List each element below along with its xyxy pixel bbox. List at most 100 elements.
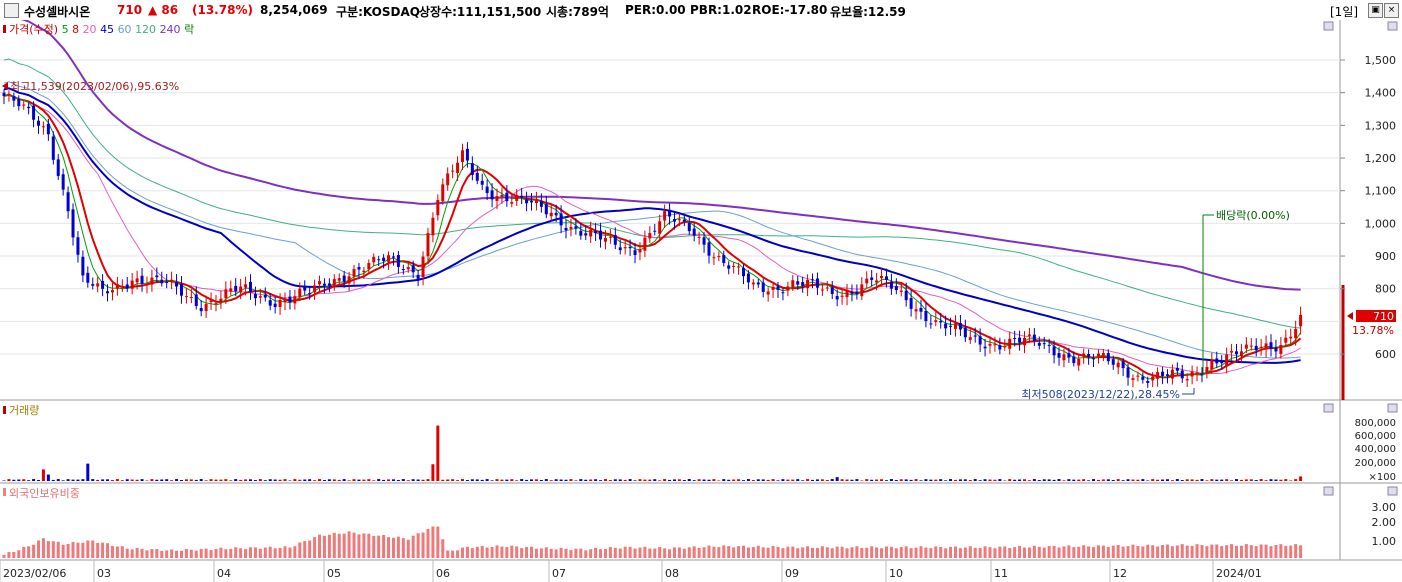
candle-body: [1205, 367, 1209, 373]
panel-maximize-icon[interactable]: [1323, 21, 1334, 31]
volume-bar: [258, 479, 262, 481]
volume-bar: [1003, 480, 1007, 481]
legend-item[interactable]: 45: [100, 23, 118, 36]
volume-bar: [327, 479, 331, 481]
volume-bar: [1032, 479, 1036, 481]
candle-body: [1200, 373, 1204, 375]
volume-bar: [973, 479, 977, 481]
volume-bar: [391, 479, 395, 481]
foreign-ratio-bar: [584, 550, 588, 558]
candle-body: [742, 267, 745, 277]
candle-body: [1096, 353, 1100, 357]
candle-body: [1215, 358, 1219, 364]
candle-body: [584, 233, 588, 236]
foreign-ratio-bar: [298, 542, 302, 558]
period-selector[interactable]: [1일]: [1330, 5, 1359, 19]
foreign-ratio-bar: [1220, 546, 1224, 558]
legend-item[interactable]: 가격(수정): [9, 23, 62, 36]
candle-body: [46, 123, 50, 135]
x-tick-label: 06: [436, 567, 450, 580]
panel-maximize-icon[interactable]: [1323, 403, 1334, 413]
volume-bar: [1165, 479, 1169, 481]
restore-icon[interactable]: ▣: [1368, 3, 1383, 18]
volume-bar: [850, 479, 854, 481]
foreign-ratio-bar: [968, 546, 972, 558]
volume-bar: [1235, 479, 1238, 481]
candle-body: [806, 279, 810, 289]
foreign-ratio-bar: [840, 546, 844, 558]
checkbox-icon[interactable]: [4, 3, 19, 18]
foreign-ratio-bar: [7, 552, 11, 558]
foreign-ratio-bar: [1161, 544, 1165, 558]
foreign-tick-label: 3.00: [1372, 501, 1397, 514]
volume-bar: [968, 480, 972, 481]
axis-menu-icon[interactable]: [1387, 403, 1398, 413]
candle-body: [727, 265, 731, 269]
foreign-ratio-bar: [835, 546, 839, 558]
candle-body: [934, 320, 938, 322]
candle-body: [214, 303, 218, 305]
x-tick-label: 08: [665, 567, 679, 580]
axis-menu-icon[interactable]: [1387, 21, 1398, 31]
foreign-ratio-bar: [214, 548, 218, 558]
foreign-ratio-bar: [1249, 545, 1253, 558]
foreign-ratio-bar: [732, 547, 736, 558]
foreign-ratio-bar: [978, 548, 982, 558]
volume-bar: [988, 479, 992, 481]
foreign-ratio-bar: [559, 547, 563, 558]
volume-bar: [179, 480, 183, 481]
legend-item[interactable]: 20: [83, 23, 101, 36]
candle-body: [421, 256, 425, 278]
legend-item[interactable]: 120: [135, 23, 160, 36]
candle-body: [125, 284, 129, 289]
high-annotation-text: 최고1,539(2023/02/06),95.63%: [10, 80, 179, 93]
candle-body: [983, 346, 987, 349]
stock-name[interactable]: 수성셀바시온: [24, 5, 91, 19]
foreign-ratio-bar: [1200, 545, 1204, 558]
legend-item[interactable]: 5: [62, 23, 73, 36]
volume-bar: [623, 479, 627, 481]
foreign-ratio-bar: [1126, 546, 1130, 558]
volume-bar: [1101, 479, 1105, 481]
panel-maximize-icon[interactable]: [1323, 486, 1334, 496]
legend-item[interactable]: 240: [160, 23, 185, 36]
axis-menu-icon[interactable]: [1387, 486, 1398, 496]
volume-bar: [534, 479, 538, 481]
close-icon[interactable]: ×: [1384, 3, 1399, 18]
foreign-ratio-bar: [569, 550, 573, 558]
volume-bar: [268, 479, 272, 481]
foreign-ratio-bar: [687, 547, 691, 558]
volume-bar: [475, 479, 479, 481]
candle-body: [313, 285, 317, 293]
volume-bar: [125, 479, 129, 481]
foreign-ratio-bar: [1274, 545, 1278, 558]
volume-bar: [919, 480, 923, 481]
foreign-tick-label: 1.00: [1372, 535, 1397, 548]
foreign-ratio-bar: [1131, 544, 1135, 558]
volume-bar: [229, 480, 233, 481]
foreign-ratio-bar: [860, 548, 864, 558]
volume-bar: [1008, 479, 1012, 481]
candle-body: [1190, 371, 1194, 377]
candle-body: [702, 237, 706, 245]
candle-body: [184, 296, 188, 298]
foreign-ratio-bar: [963, 547, 967, 558]
foreign-ratio-bar: [1136, 546, 1140, 558]
volume-bar: [12, 479, 16, 481]
price-legend: 가격(수정) 5 8 20 45 60 120 240 락: [3, 23, 194, 36]
volume-bar: [1294, 479, 1298, 481]
volume-bar: [904, 479, 908, 481]
legend-item[interactable]: 8: [72, 23, 83, 36]
candle-body: [56, 159, 60, 176]
foreign-ratio-bar: [544, 547, 548, 558]
volume-bar: [811, 479, 815, 481]
volume-bar: [465, 480, 469, 481]
legend-item[interactable]: 60: [118, 23, 136, 36]
candle-body: [96, 283, 100, 287]
candle-body: [362, 270, 366, 273]
chart-area[interactable]: 가격(수정) 5 8 20 45 60 120 240 락 거래량 외국인보유비…: [0, 20, 1402, 582]
legend-item[interactable]: 락: [184, 23, 194, 36]
foreign-ratio-bar: [973, 547, 977, 558]
foreign-ratio-bar: [939, 546, 943, 558]
candle-body: [1082, 353, 1086, 357]
